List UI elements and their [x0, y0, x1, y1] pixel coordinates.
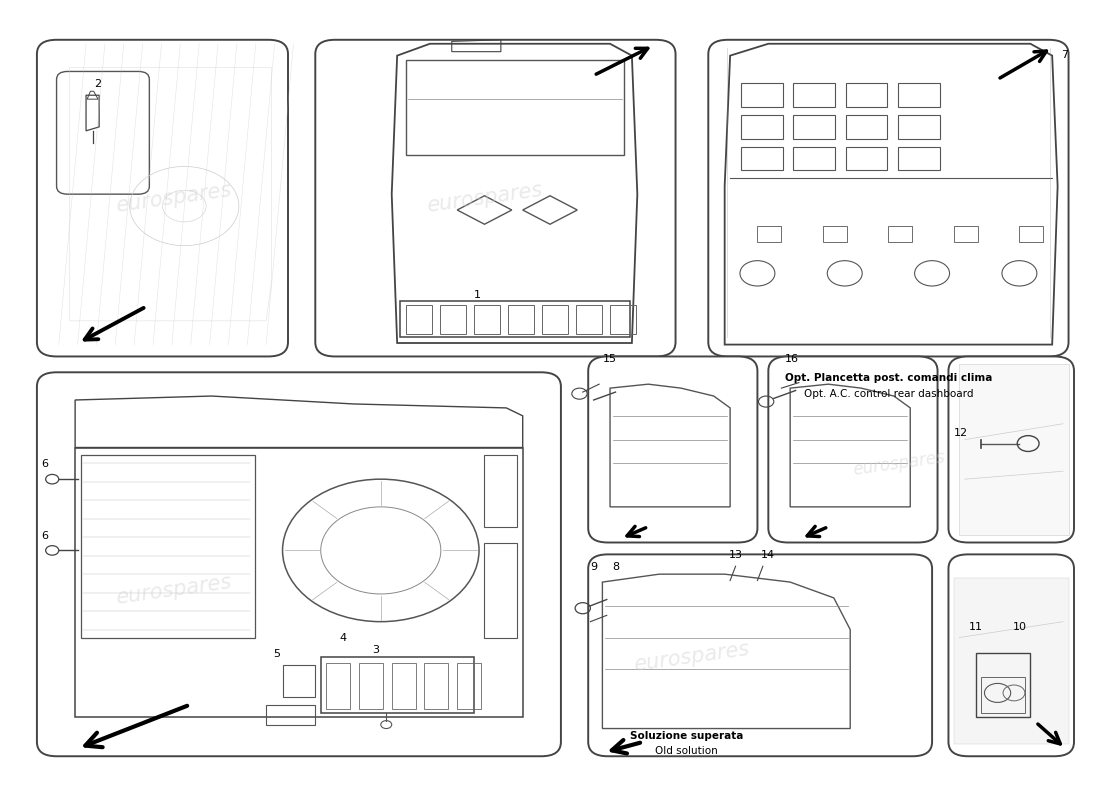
FancyBboxPatch shape — [37, 40, 288, 357]
FancyBboxPatch shape — [948, 357, 1074, 542]
Text: Soluzione superata: Soluzione superata — [630, 731, 744, 742]
Text: 14: 14 — [761, 550, 776, 560]
Text: 16: 16 — [784, 354, 799, 364]
Text: 6: 6 — [41, 459, 47, 470]
Text: 3: 3 — [372, 646, 378, 655]
Text: Old solution: Old solution — [656, 746, 718, 757]
FancyBboxPatch shape — [708, 40, 1068, 357]
Text: Opt. Plancetta post. comandi clima: Opt. Plancetta post. comandi clima — [784, 373, 992, 383]
Text: 4: 4 — [339, 634, 346, 643]
Text: 12: 12 — [954, 428, 968, 438]
Text: eurospares: eurospares — [114, 572, 232, 608]
FancyBboxPatch shape — [37, 372, 561, 756]
Text: 9: 9 — [590, 562, 597, 572]
Text: 1: 1 — [474, 290, 481, 300]
FancyBboxPatch shape — [316, 40, 675, 357]
Polygon shape — [959, 364, 1068, 534]
Text: 2: 2 — [94, 79, 101, 90]
Text: Opt. A.C. control rear dashboard: Opt. A.C. control rear dashboard — [804, 389, 974, 398]
Text: 11: 11 — [969, 622, 982, 631]
Polygon shape — [954, 578, 1068, 744]
Text: 15: 15 — [603, 354, 616, 364]
Text: 5: 5 — [274, 650, 280, 659]
Text: eurospares: eurospares — [426, 180, 543, 216]
FancyBboxPatch shape — [588, 554, 932, 756]
FancyBboxPatch shape — [768, 357, 937, 542]
Text: 6: 6 — [41, 530, 47, 541]
Text: 13: 13 — [728, 550, 743, 560]
Text: 10: 10 — [1012, 622, 1026, 631]
FancyBboxPatch shape — [948, 554, 1074, 756]
Text: 8: 8 — [612, 562, 619, 572]
Text: eurospares: eurospares — [114, 180, 232, 216]
Text: eurospares: eurospares — [852, 448, 947, 478]
FancyBboxPatch shape — [56, 71, 150, 194]
FancyBboxPatch shape — [588, 357, 758, 542]
Text: eurospares: eurospares — [632, 639, 751, 675]
Text: 7: 7 — [1060, 50, 1068, 60]
